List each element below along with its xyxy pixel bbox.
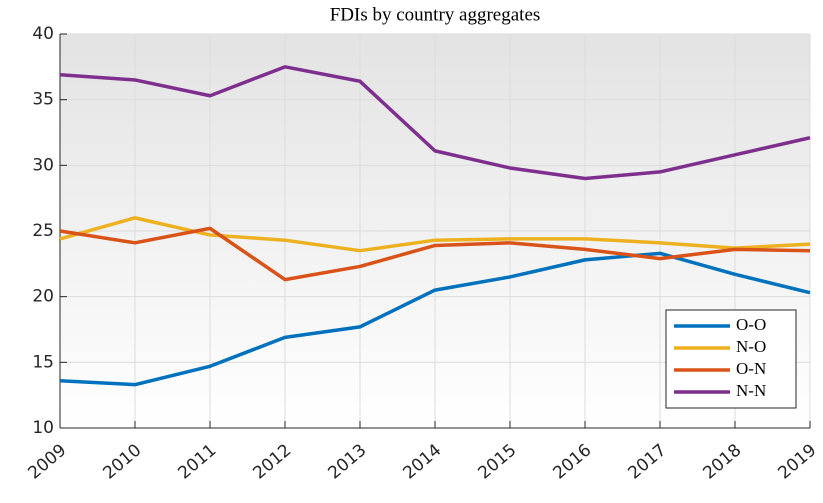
- x-tick-label: 2016: [549, 440, 595, 483]
- x-tick-label: 2012: [249, 440, 295, 483]
- x-tick-label: 2018: [699, 440, 745, 483]
- series-line: [59, 216, 811, 253]
- x-tick-label: 2014: [399, 440, 445, 483]
- chart-title: FDIs by country aggregates: [330, 4, 541, 25]
- series-line: [59, 226, 811, 282]
- x-tick-label: 2009: [24, 440, 70, 483]
- x-tick-label: 2010: [99, 440, 145, 483]
- x-tick-label: 2011: [174, 440, 220, 483]
- y-tick-label: 20: [32, 287, 54, 307]
- x-tick-label: 2015: [474, 440, 520, 483]
- legend-label: N-O: [736, 337, 766, 356]
- legend: O-O N-O O-N N-N: [665, 309, 797, 409]
- y-tick-label: 35: [32, 90, 54, 110]
- y-tick-label: 25: [32, 221, 54, 241]
- x-tick-label: 2013: [324, 440, 370, 483]
- y-tick-label: 10: [32, 418, 54, 438]
- legend-label: N-N: [736, 381, 766, 400]
- legend-label: O-N: [736, 359, 766, 378]
- y-tick-label: 15: [32, 352, 54, 372]
- x-tick-label: 2017: [624, 440, 670, 483]
- series-line: [59, 251, 811, 387]
- x-tick-label: 2019: [774, 440, 820, 483]
- legend-label: O-O: [736, 315, 766, 334]
- y-tick-label: 30: [32, 155, 54, 175]
- y-tick-label: 40: [32, 24, 54, 44]
- series-line: [59, 65, 811, 181]
